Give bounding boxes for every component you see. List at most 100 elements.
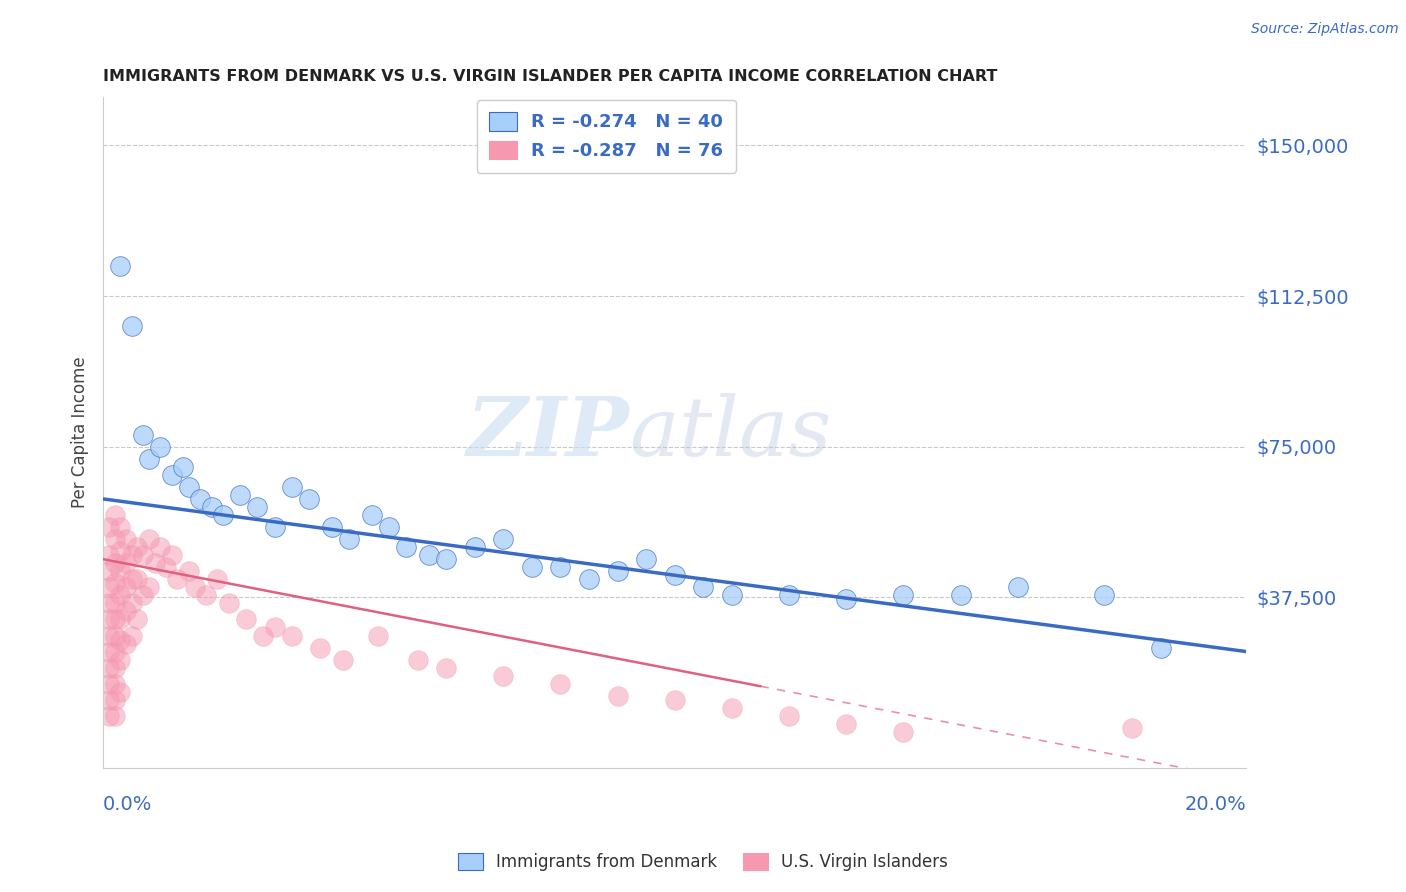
Point [132, 588, 155, 602]
Point [201, 500, 224, 514]
Point [103, 693, 125, 707]
Point [97, 564, 120, 578]
Point [692, 580, 714, 594]
Point [395, 540, 418, 554]
Point [103, 677, 125, 691]
Y-axis label: Per Capita Income: Per Capita Income [72, 357, 89, 508]
Point [332, 652, 354, 666]
Point [309, 640, 332, 655]
Point [97, 660, 120, 674]
Point [636, 552, 658, 566]
Point [606, 564, 628, 578]
Point [550, 677, 572, 691]
Point [103, 628, 125, 642]
Point [149, 440, 172, 454]
Point [110, 685, 132, 699]
Point [110, 544, 132, 558]
Point [121, 319, 143, 334]
Point [664, 693, 686, 707]
Point [127, 540, 149, 554]
Point [155, 560, 177, 574]
Point [103, 508, 125, 522]
Point [321, 520, 343, 534]
Point [550, 560, 572, 574]
Point [127, 572, 149, 586]
Point [263, 620, 285, 634]
Point [207, 572, 229, 586]
Point [434, 552, 457, 566]
Point [115, 532, 138, 546]
Point [1007, 580, 1029, 594]
Point [97, 580, 120, 594]
Point [103, 709, 125, 723]
Point [115, 556, 138, 570]
Point [115, 636, 138, 650]
Point [281, 628, 304, 642]
Point [195, 588, 218, 602]
Legend: R = -0.274   N = 40, R = -0.287   N = 76: R = -0.274 N = 40, R = -0.287 N = 76 [477, 100, 735, 172]
Point [127, 612, 149, 626]
Point [378, 520, 401, 534]
Point [97, 596, 120, 610]
Point [606, 689, 628, 703]
Point [115, 604, 138, 618]
Point [218, 596, 240, 610]
Point [103, 576, 125, 591]
Point [160, 548, 183, 562]
Point [578, 572, 600, 586]
Point [138, 451, 160, 466]
Point [121, 628, 143, 642]
Point [149, 540, 172, 554]
Text: 20.0%: 20.0% [1185, 795, 1247, 814]
Point [97, 548, 120, 562]
Point [97, 709, 120, 723]
Point [166, 572, 188, 586]
Point [778, 709, 800, 723]
Point [97, 520, 120, 534]
Point [110, 520, 132, 534]
Point [406, 652, 429, 666]
Point [97, 612, 120, 626]
Point [121, 596, 143, 610]
Legend: Immigrants from Denmark, U.S. Virgin Islanders: Immigrants from Denmark, U.S. Virgin Isl… [450, 845, 956, 880]
Text: 0.0%: 0.0% [103, 795, 152, 814]
Point [121, 548, 143, 562]
Text: IMMIGRANTS FROM DENMARK VS U.S. VIRGIN ISLANDER PER CAPITA INCOME CORRELATION CH: IMMIGRANTS FROM DENMARK VS U.S. VIRGIN I… [103, 69, 997, 84]
Point [337, 532, 360, 546]
Point [110, 259, 132, 273]
Point [664, 568, 686, 582]
Point [103, 532, 125, 546]
Point [97, 644, 120, 658]
Point [97, 628, 120, 642]
Point [721, 701, 744, 715]
Point [115, 580, 138, 594]
Point [235, 612, 257, 626]
Point [464, 540, 486, 554]
Point [160, 467, 183, 482]
Point [188, 491, 211, 506]
Point [893, 588, 915, 602]
Point [367, 628, 389, 642]
Point [1092, 588, 1115, 602]
Point [110, 588, 132, 602]
Point [835, 592, 858, 607]
Point [97, 693, 120, 707]
Point [121, 572, 143, 586]
Point [103, 612, 125, 626]
Point [103, 660, 125, 674]
Point [229, 488, 252, 502]
Point [298, 491, 321, 506]
Point [212, 508, 235, 522]
Point [520, 560, 543, 574]
Point [183, 580, 205, 594]
Point [103, 556, 125, 570]
Point [492, 668, 515, 682]
Point [110, 612, 132, 626]
Point [138, 532, 160, 546]
Point [103, 644, 125, 658]
Point [1150, 640, 1173, 655]
Point [172, 459, 194, 474]
Point [418, 548, 440, 562]
Point [281, 480, 304, 494]
Text: Source: ZipAtlas.com: Source: ZipAtlas.com [1251, 22, 1399, 37]
